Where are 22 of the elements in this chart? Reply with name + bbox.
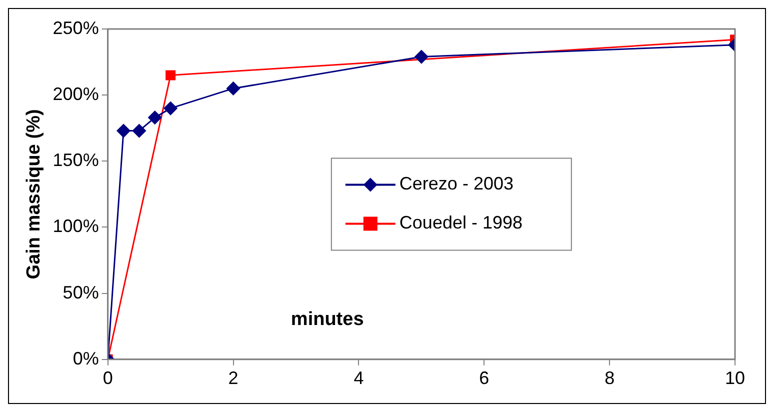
legend-label: Cerezo - 2003 xyxy=(399,174,514,194)
x-tick-label: 8 xyxy=(604,368,615,388)
point xyxy=(148,110,162,124)
x-tick-label: 2 xyxy=(228,368,238,388)
y-tick-label: 250% xyxy=(52,18,99,38)
x-tick-label: 4 xyxy=(354,368,364,388)
x-tick-label: 10 xyxy=(724,368,746,388)
point xyxy=(226,82,240,96)
y-tick-label: 200% xyxy=(52,84,99,104)
point xyxy=(164,102,178,116)
y-tick-label: 50% xyxy=(62,282,99,302)
x-axis-title: minutes xyxy=(290,308,364,330)
point xyxy=(414,50,428,64)
y-tick-label: 150% xyxy=(52,150,99,170)
y-tick-label: 0% xyxy=(72,348,99,368)
legend-label: Couedel - 1998 xyxy=(399,212,523,233)
x-tick-label: 0 xyxy=(102,368,113,388)
point xyxy=(116,124,130,138)
y-axis-title: Gain massique (%) xyxy=(24,109,45,280)
x-tick-label: 6 xyxy=(479,368,490,388)
y-tick-label: 100% xyxy=(52,216,99,236)
point xyxy=(132,124,146,138)
